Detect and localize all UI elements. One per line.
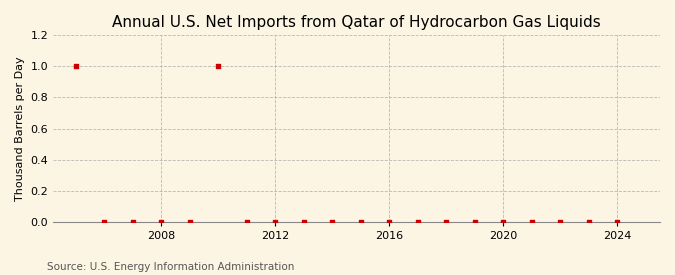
Point [384, 219, 395, 224]
Point [441, 219, 452, 224]
Point [612, 219, 622, 224]
Point [213, 64, 224, 68]
Y-axis label: Thousand Barrels per Day: Thousand Barrels per Day [15, 56, 25, 201]
Point [242, 219, 252, 224]
Text: Source: U.S. Energy Information Administration: Source: U.S. Energy Information Administ… [47, 262, 294, 272]
Point [412, 219, 423, 224]
Point [583, 219, 594, 224]
Point [526, 219, 537, 224]
Point [555, 219, 566, 224]
Point [469, 219, 480, 224]
Point [498, 219, 509, 224]
Point [71, 64, 82, 68]
Point [99, 219, 110, 224]
Point [356, 219, 367, 224]
Point [128, 219, 138, 224]
Point [184, 219, 195, 224]
Title: Annual U.S. Net Imports from Qatar of Hydrocarbon Gas Liquids: Annual U.S. Net Imports from Qatar of Hy… [112, 15, 601, 30]
Point [298, 219, 309, 224]
Point [327, 219, 338, 224]
Point [156, 219, 167, 224]
Point [270, 219, 281, 224]
